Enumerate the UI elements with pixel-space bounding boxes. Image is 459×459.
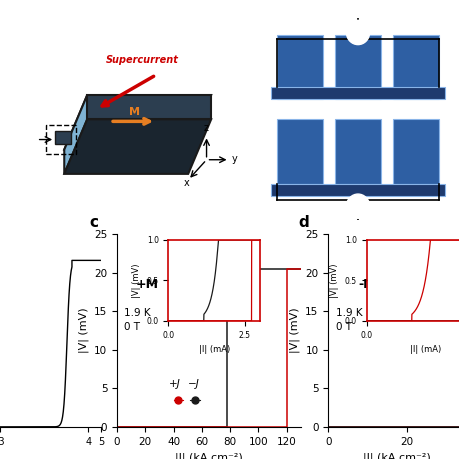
X-axis label: |J| (kA cm⁻²): |J| (kA cm⁻²) [363,452,431,459]
Text: 1.9 K
0 T: 1.9 K 0 T [336,308,363,332]
Text: +J: +J [169,379,181,389]
Text: -M: -M [358,278,376,291]
Text: x: x [184,178,190,188]
Bar [277,34,323,99]
Bar [271,184,445,196]
Polygon shape [64,95,211,150]
Bar [271,87,445,99]
Text: z: z [204,123,209,134]
Bar [335,119,381,184]
Text: +: + [353,28,363,38]
Text: 1.9 K
0 T: 1.9 K 0 T [124,308,151,332]
Text: M: M [129,107,140,118]
Text: d: d [298,215,308,230]
Bar [393,119,439,184]
Y-axis label: |V| (mV): |V| (mV) [78,308,89,353]
Polygon shape [55,131,71,144]
Polygon shape [87,95,211,119]
Circle shape [347,20,369,45]
Circle shape [347,194,369,218]
Polygon shape [64,95,87,174]
Bar [393,34,439,99]
X-axis label: |J| (kA cm⁻²): |J| (kA cm⁻²) [175,452,243,459]
Text: c: c [90,215,99,230]
Bar [335,34,381,99]
Text: Supercurrent: Supercurrent [106,55,179,65]
Text: −J: −J [188,379,199,389]
Y-axis label: |V| (mV): |V| (mV) [289,308,300,353]
Bar [46,125,76,154]
Text: y: y [232,154,238,164]
Polygon shape [64,119,211,174]
Text: V: V [355,201,361,211]
Text: +M: +M [135,278,158,291]
Bar [277,119,323,184]
